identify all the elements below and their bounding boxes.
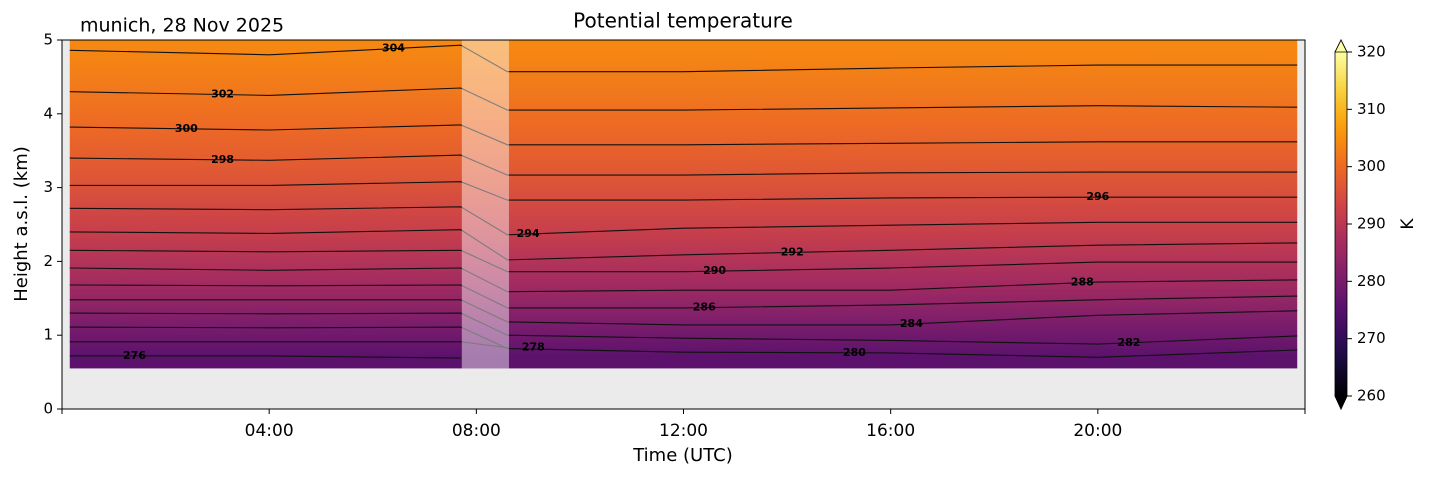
colorbar-extend-bottom (1334, 395, 1348, 410)
contour-line (69, 326, 1298, 358)
contour-line (69, 206, 1298, 236)
contour-label: 304 (382, 42, 405, 55)
contour-label: 300 (175, 122, 198, 135)
contour-line (69, 44, 1298, 73)
contour-label: 276 (123, 349, 146, 362)
colorbar-extend-top (1334, 39, 1348, 53)
y-tick-label: 2 (43, 252, 53, 270)
colorbar-tick-label: 280 (1357, 272, 1386, 290)
contour-line (69, 229, 1298, 261)
x-tick-label: 08:00 (452, 421, 501, 441)
field (69, 40, 1298, 369)
contour-label: 296 (1086, 190, 1109, 203)
contour-label: 286 (693, 301, 716, 314)
contour-label: 280 (843, 346, 866, 359)
colorbar (1335, 52, 1347, 396)
y-tick-label: 4 (43, 104, 53, 122)
x-tick-label: 12:00 (659, 421, 708, 441)
y-axis-label: Height a.s.l. (km) (11, 146, 32, 302)
x-tick-label: 16:00 (866, 421, 915, 441)
y-tick-label: 5 (43, 31, 53, 49)
contour-line (69, 87, 1298, 111)
contour-label: 298 (211, 153, 234, 166)
chart-title: Potential temperature (573, 9, 793, 33)
contour-line (69, 312, 1298, 345)
y-tick-label: 3 (43, 178, 53, 196)
y-tick-label: 0 (43, 400, 53, 418)
contour-label: 294 (517, 227, 540, 240)
contour-label: 290 (703, 264, 726, 277)
contour-label: 288 (1071, 276, 1094, 289)
contour-line (69, 355, 461, 359)
contour-line (69, 249, 1298, 273)
colorbar-tick-label: 320 (1357, 43, 1386, 61)
contour-label: 292 (781, 245, 804, 258)
contour-line (69, 154, 1298, 176)
colorbar-tick-label: 300 (1357, 157, 1386, 175)
colorbar-tick-label: 260 (1357, 387, 1386, 405)
contour-label: 282 (1117, 336, 1140, 349)
colorbar-tick-label: 290 (1357, 215, 1386, 233)
contour-line (69, 341, 508, 349)
contour-line (69, 284, 1298, 309)
x-tick-label: 20:00 (1073, 421, 1122, 441)
contour-line (69, 299, 1298, 326)
contour-label: 302 (211, 87, 234, 100)
x-axis-label: Time (UTC) (632, 445, 733, 466)
chart-subtitle: munich, 28 Nov 2025 (80, 15, 284, 37)
contour-label: 278 (522, 341, 545, 354)
colorbar-label: K (1398, 218, 1418, 230)
y-tick-label: 1 (43, 326, 53, 344)
data-gap (461, 40, 509, 369)
colorbar-tick-label: 310 (1357, 100, 1386, 118)
colorbar-tick-label: 270 (1357, 329, 1386, 347)
contour-line (69, 124, 1298, 146)
contour-line (69, 267, 1298, 293)
x-tick-label: 04:00 (245, 421, 294, 441)
contour-line (69, 181, 1298, 201)
contour-label: 284 (900, 317, 923, 330)
